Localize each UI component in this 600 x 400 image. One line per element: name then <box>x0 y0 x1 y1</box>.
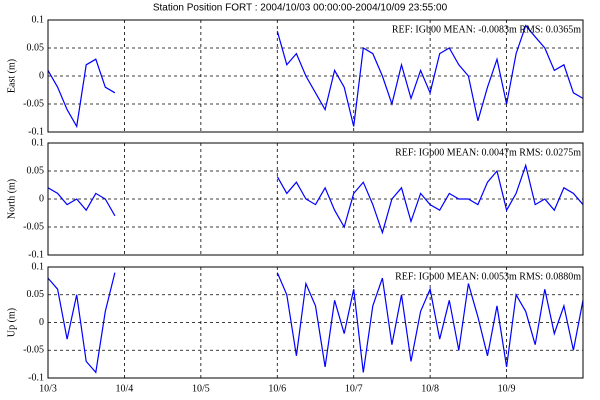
y-tick-label: 0.05 <box>27 289 45 300</box>
y-axis-label: North (m) <box>6 179 17 219</box>
x-tick-label: 10/3 <box>39 383 57 394</box>
y-tick-label: -0.05 <box>23 98 44 109</box>
x-tick-label: 10/5 <box>192 383 210 394</box>
x-tick-label: 10/7 <box>345 383 363 394</box>
x-tick-label: 10/9 <box>498 383 516 394</box>
annotation: REF: IGb00 MEAN: 0.0053m RMS: 0.0880m <box>395 271 581 282</box>
x-tick-label: 10/8 <box>421 383 439 394</box>
y-tick-label: 0.05 <box>27 165 45 176</box>
annotation: REF: IGb00 MEAN: 0.0047m RMS: 0.0275m <box>395 147 581 158</box>
y-tick-label: -0.1 <box>28 249 44 260</box>
y-tick-label: 0 <box>39 193 44 204</box>
y-tick-label: 0 <box>39 317 44 328</box>
plot-frame <box>47 19 584 133</box>
chart-title: Station Position FORT : 2004/10/03 00:00… <box>153 3 448 14</box>
y-axis-label: Up (m) <box>6 308 17 337</box>
annotation: REF: IGb00 MEAN: -0.0083m RMS: 0.0365m <box>392 24 581 35</box>
y-tick-label: 0 <box>39 70 44 81</box>
y-tick-label: -0.1 <box>28 126 44 137</box>
y-tick-label: -0.05 <box>23 221 44 232</box>
y-axis-label: East (m) <box>6 59 17 93</box>
y-tick-label: -0.05 <box>23 345 44 356</box>
y-tick-label: 0.1 <box>32 137 45 148</box>
x-tick-label: 10/6 <box>268 383 286 394</box>
y-tick-label: 0.1 <box>32 261 45 272</box>
x-tick-label: 10/4 <box>116 383 134 394</box>
y-tick-label: 0.1 <box>32 14 45 25</box>
series-line <box>48 163 583 235</box>
plot-frame <box>47 266 584 379</box>
series-line <box>48 24 583 129</box>
y-tick-label: -0.1 <box>28 372 44 383</box>
series-line <box>48 272 583 374</box>
y-tick-label: 0.05 <box>27 42 45 53</box>
plot-frame <box>47 142 584 256</box>
